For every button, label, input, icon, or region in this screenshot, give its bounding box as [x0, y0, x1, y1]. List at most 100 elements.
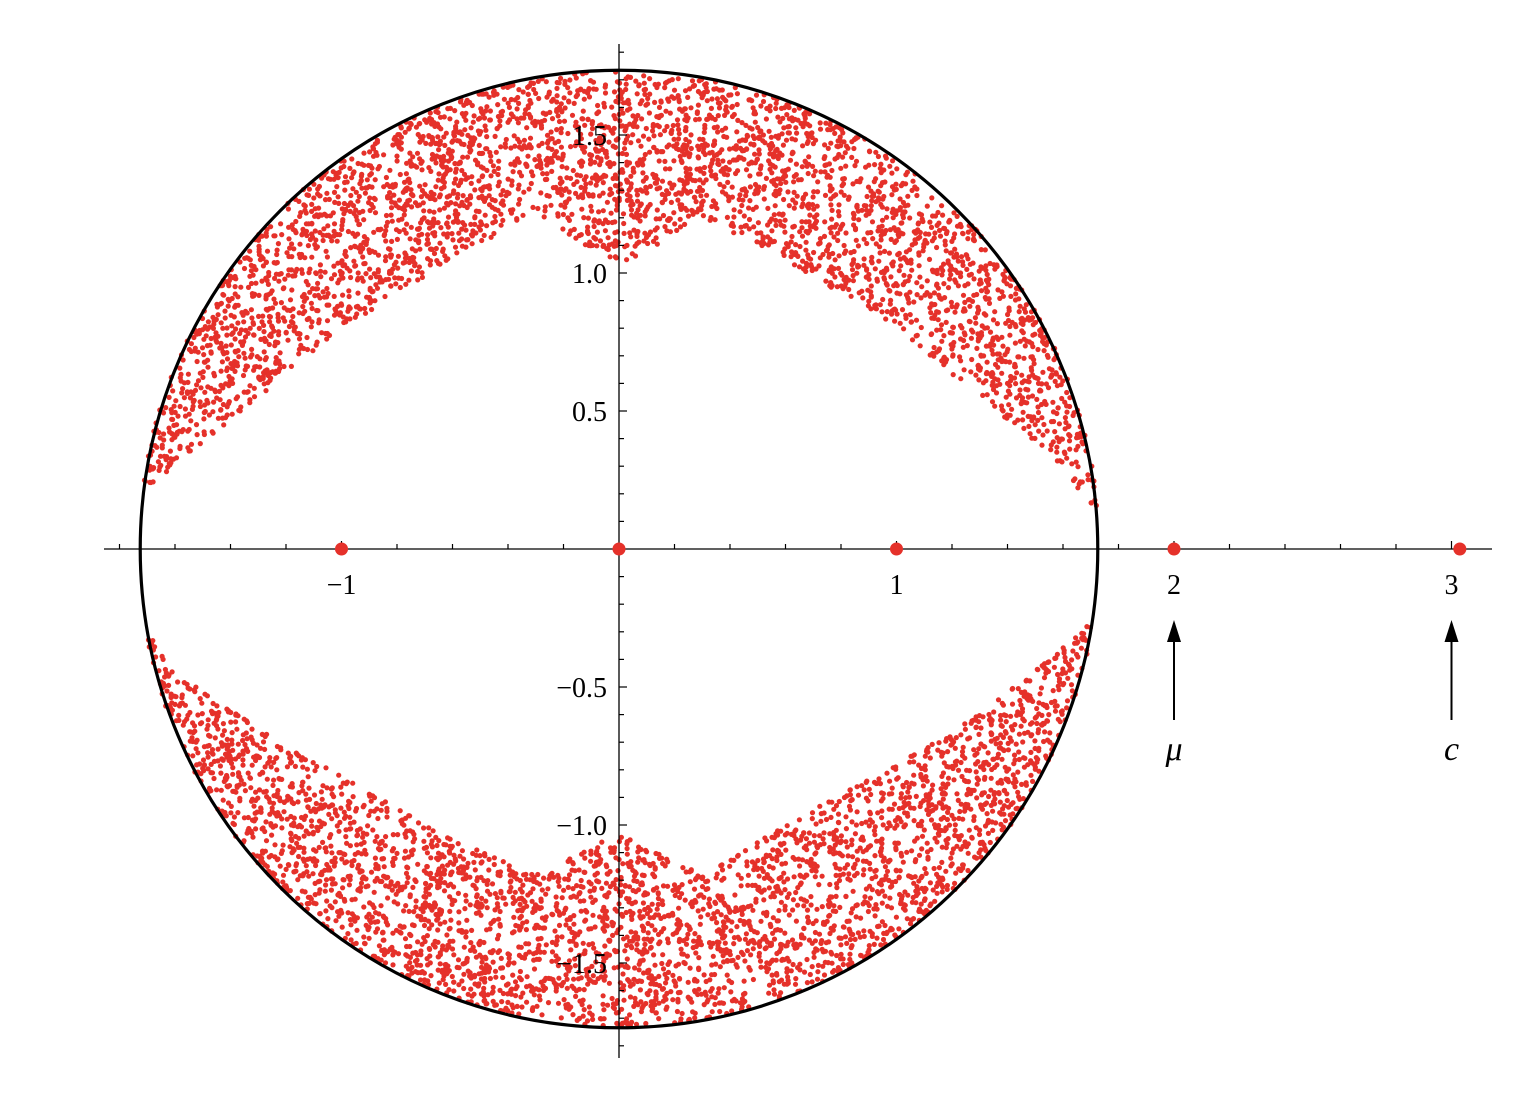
data-point	[780, 115, 786, 121]
data-point	[895, 231, 901, 237]
data-point	[719, 147, 725, 153]
data-point	[286, 236, 292, 242]
data-point	[279, 232, 285, 238]
data-point	[1034, 396, 1040, 402]
data-point	[933, 804, 939, 810]
data-point	[813, 821, 819, 827]
data-point	[688, 145, 694, 152]
data-point	[320, 232, 326, 238]
data-point	[313, 800, 319, 807]
data-point	[709, 1009, 715, 1015]
data-point	[568, 175, 574, 181]
data-point	[202, 389, 208, 395]
data-point	[630, 867, 636, 873]
data-point	[370, 827, 376, 833]
data-point	[815, 189, 821, 195]
data-point	[741, 213, 747, 219]
data-point	[502, 144, 509, 150]
data-point	[662, 128, 668, 134]
data-point	[286, 224, 292, 230]
data-point	[413, 124, 419, 130]
data-point	[248, 785, 254, 791]
data-point	[318, 823, 324, 830]
data-point	[267, 799, 273, 805]
data-point	[983, 759, 989, 765]
data-point	[179, 695, 185, 701]
data-point	[755, 220, 762, 226]
data-point	[391, 192, 397, 198]
data-point	[1078, 645, 1084, 651]
data-point	[427, 904, 434, 911]
data-point	[601, 132, 607, 138]
data-point	[510, 1005, 516, 1011]
data-point	[304, 346, 311, 353]
data-point	[260, 825, 266, 831]
data-point	[308, 818, 315, 824]
data-point	[464, 917, 470, 923]
data-point	[734, 91, 741, 97]
data-point	[1024, 400, 1030, 406]
data-point	[961, 337, 967, 344]
data-point	[861, 262, 867, 268]
data-point	[937, 233, 944, 239]
data-point	[1012, 364, 1019, 370]
data-point	[190, 753, 196, 759]
data-point	[349, 156, 355, 162]
data-point	[656, 158, 662, 164]
data-point	[828, 196, 834, 202]
data-point	[1026, 423, 1032, 429]
data-point	[784, 969, 790, 975]
data-point	[677, 153, 683, 159]
data-point	[971, 292, 977, 298]
data-point	[610, 932, 616, 939]
data-point	[879, 900, 885, 906]
data-point	[434, 842, 440, 849]
data-point	[1005, 388, 1012, 394]
data-point	[573, 190, 579, 196]
data-point	[293, 833, 299, 840]
data-point	[968, 335, 975, 341]
data-point	[651, 144, 657, 151]
data-point	[843, 814, 849, 820]
data-point	[971, 817, 977, 824]
data-point	[249, 315, 255, 321]
data-point	[347, 843, 353, 849]
data-point	[833, 803, 840, 809]
data-point	[472, 867, 478, 873]
data-point	[1023, 782, 1029, 788]
data-point	[868, 283, 874, 289]
data-point	[838, 270, 844, 276]
data-point	[1016, 731, 1023, 737]
data-point	[683, 112, 689, 118]
data-point	[693, 950, 699, 956]
data-point	[611, 847, 617, 854]
data-point	[309, 823, 315, 829]
data-point	[849, 267, 856, 273]
data-point	[173, 455, 180, 461]
data-point	[294, 840, 300, 846]
data-point	[576, 952, 583, 958]
data-point	[981, 311, 987, 317]
data-point	[861, 787, 867, 793]
data-point	[162, 674, 168, 680]
data-point	[695, 102, 702, 108]
data-point	[861, 933, 867, 940]
data-point	[928, 901, 934, 907]
data-point	[838, 942, 844, 948]
data-point	[1003, 719, 1009, 725]
data-point	[786, 891, 792, 897]
data-point	[561, 95, 567, 101]
data-point	[880, 791, 887, 797]
data-point	[312, 880, 318, 887]
data-point	[556, 975, 562, 981]
data-point	[764, 872, 770, 878]
data-point	[677, 177, 683, 183]
data-point	[293, 218, 299, 225]
data-point	[728, 928, 734, 934]
data-point	[589, 963, 595, 970]
data-point	[318, 802, 324, 808]
data-point	[852, 225, 859, 231]
data-point	[940, 770, 947, 776]
data-point	[444, 932, 450, 938]
data-point	[371, 808, 377, 814]
